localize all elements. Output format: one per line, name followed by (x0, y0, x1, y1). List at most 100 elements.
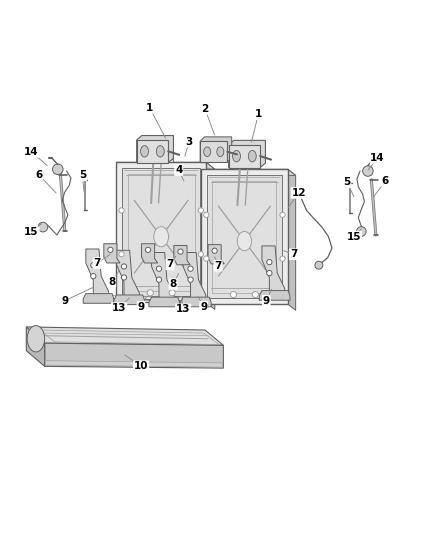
Polygon shape (46, 361, 223, 367)
Ellipse shape (217, 147, 224, 157)
Text: 2: 2 (201, 104, 208, 114)
Text: 15: 15 (24, 228, 39, 237)
Text: 5: 5 (343, 177, 350, 188)
Circle shape (119, 252, 124, 257)
Circle shape (121, 275, 127, 280)
Circle shape (188, 266, 193, 271)
Circle shape (121, 264, 127, 269)
Polygon shape (86, 249, 109, 297)
Polygon shape (262, 246, 285, 294)
Text: 3: 3 (186, 136, 193, 147)
Text: 14: 14 (24, 147, 39, 157)
Ellipse shape (233, 150, 240, 162)
Polygon shape (288, 169, 296, 310)
Polygon shape (104, 244, 120, 263)
Circle shape (267, 260, 272, 265)
Text: 7: 7 (166, 260, 173, 269)
Text: 10: 10 (134, 361, 148, 372)
Polygon shape (183, 253, 206, 301)
Polygon shape (152, 253, 174, 301)
Polygon shape (117, 162, 215, 169)
Polygon shape (201, 169, 296, 175)
Text: 9: 9 (263, 296, 270, 305)
Ellipse shape (141, 146, 148, 157)
Polygon shape (26, 327, 223, 345)
Circle shape (38, 222, 48, 232)
Polygon shape (229, 145, 260, 167)
Polygon shape (250, 157, 257, 169)
Polygon shape (207, 175, 282, 298)
Polygon shape (232, 157, 239, 169)
Circle shape (91, 273, 96, 279)
Polygon shape (149, 297, 180, 307)
Circle shape (119, 208, 124, 213)
Circle shape (198, 208, 203, 213)
Polygon shape (137, 140, 168, 163)
Circle shape (204, 256, 209, 261)
Circle shape (204, 212, 209, 217)
Polygon shape (259, 290, 290, 300)
Circle shape (156, 266, 162, 271)
Circle shape (230, 292, 237, 297)
Polygon shape (117, 162, 206, 302)
Polygon shape (117, 251, 139, 298)
Circle shape (108, 247, 113, 253)
Text: 5: 5 (79, 171, 86, 180)
Text: 1: 1 (146, 103, 153, 113)
Polygon shape (200, 137, 232, 162)
Circle shape (156, 277, 162, 282)
Text: 7: 7 (215, 261, 222, 271)
Circle shape (267, 270, 272, 276)
Text: 4: 4 (175, 165, 182, 175)
Text: 9: 9 (138, 302, 145, 312)
Polygon shape (114, 295, 145, 304)
Polygon shape (123, 168, 200, 296)
Circle shape (53, 164, 63, 174)
Polygon shape (83, 294, 114, 303)
Polygon shape (200, 141, 227, 162)
Text: 13: 13 (112, 303, 127, 313)
Circle shape (198, 252, 203, 257)
Text: 13: 13 (176, 304, 191, 314)
Ellipse shape (27, 326, 45, 352)
Text: 7: 7 (290, 249, 297, 259)
Circle shape (145, 247, 151, 253)
Circle shape (280, 212, 285, 217)
Ellipse shape (154, 227, 169, 247)
Circle shape (280, 256, 285, 261)
Polygon shape (206, 162, 215, 310)
Ellipse shape (248, 150, 256, 162)
Polygon shape (141, 244, 158, 263)
Text: 14: 14 (370, 153, 385, 163)
Text: 9: 9 (200, 302, 207, 312)
Circle shape (91, 263, 96, 268)
Ellipse shape (204, 147, 211, 157)
Circle shape (169, 290, 175, 296)
Circle shape (178, 249, 183, 254)
Polygon shape (26, 327, 45, 366)
Polygon shape (149, 150, 156, 162)
Text: 7: 7 (94, 258, 101, 268)
Circle shape (363, 166, 373, 176)
Text: 8: 8 (170, 279, 177, 289)
Text: 8: 8 (108, 277, 115, 287)
Circle shape (212, 248, 217, 253)
Circle shape (357, 227, 366, 236)
Ellipse shape (156, 146, 164, 157)
Polygon shape (201, 169, 288, 304)
Circle shape (315, 261, 323, 269)
Text: 6: 6 (382, 176, 389, 186)
Circle shape (147, 290, 153, 296)
Polygon shape (166, 150, 173, 162)
Polygon shape (174, 246, 190, 265)
Polygon shape (137, 135, 173, 163)
Text: 1: 1 (255, 109, 262, 119)
Polygon shape (229, 140, 265, 167)
Text: 6: 6 (35, 169, 42, 180)
Text: 15: 15 (346, 232, 361, 242)
Polygon shape (208, 245, 224, 264)
Text: 9: 9 (61, 296, 68, 305)
Ellipse shape (237, 231, 251, 251)
Polygon shape (180, 297, 211, 307)
Circle shape (252, 292, 258, 297)
